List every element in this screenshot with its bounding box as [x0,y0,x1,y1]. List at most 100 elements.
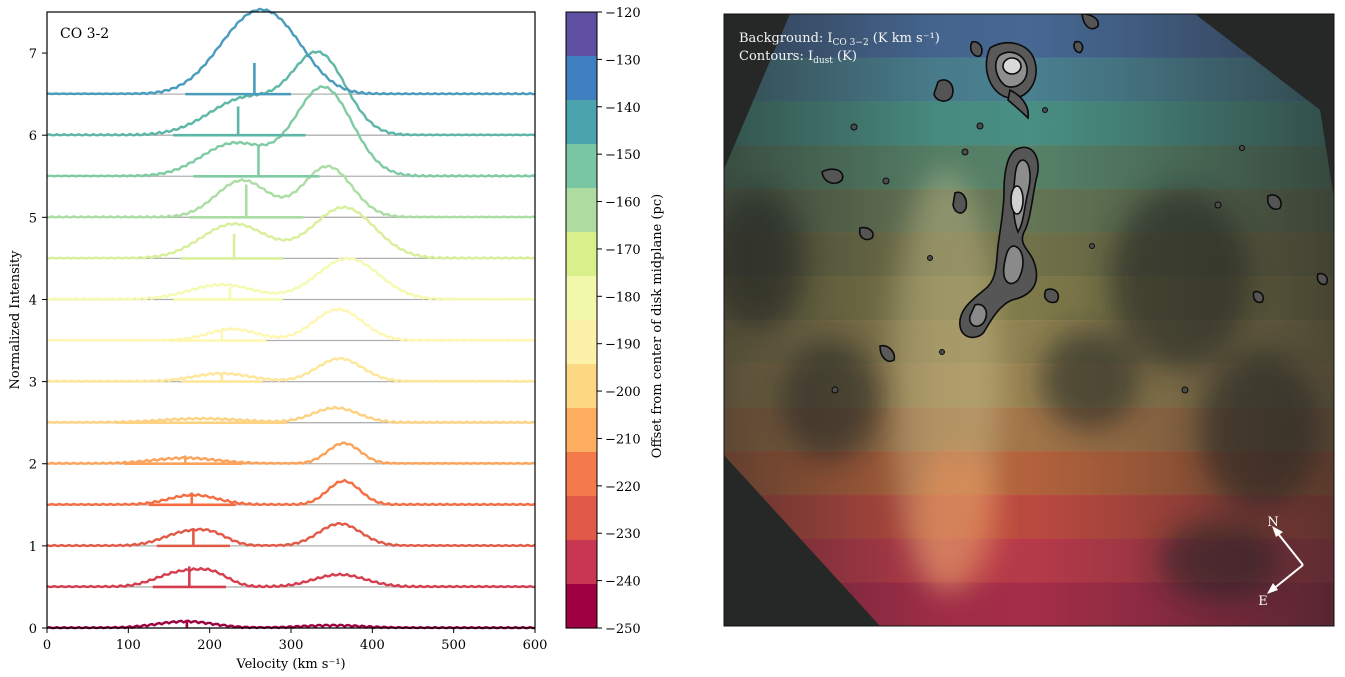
contour-clump-small-2 [933,79,954,102]
contour-north-arm [1007,88,1030,120]
spectrum-line [46,307,535,342]
colorbar-band [566,276,597,321]
colorbar-tick-label: −170 [605,243,641,258]
compass [1267,526,1304,594]
x-tick-label: 300 [279,638,304,653]
x-tick-label: 600 [523,638,548,653]
map-panel: Background: ICO 3−2 (K km s⁻¹) Contours:… [723,13,1335,627]
colorbar-bands [566,12,597,629]
spectra-y-ticks: 0 1 2 3 4 5 6 7 [29,47,47,637]
map-legend-contours: Contours: Idust (K) [739,49,857,66]
colorbar-tick-label: −120 [605,6,641,21]
spectrum-line [46,566,535,589]
map-vignette [724,14,1334,626]
colorbar-band [566,232,597,277]
colorbar-tick-label: −200 [605,385,641,400]
spectrum-series [46,205,536,260]
compass-east-arrowhead [1267,583,1278,594]
compass-east-label: E [1258,594,1268,609]
colorbar-band [566,12,597,57]
contour-specks [831,107,1245,394]
colorbar-band [566,320,597,365]
colorbar-tick-label: −140 [605,101,641,116]
colorbar-ticks: −120 −130 −140 −150 −160 −170 −180 −190 −200 −210… [597,6,641,637]
colorbar-tick-label: −250 [605,622,641,637]
contour-clump-small-7 [858,226,874,241]
spectrum-series [46,307,535,342]
x-tick-label: 400 [360,638,385,653]
spectrum-line [46,522,536,548]
contour-clump-small-3 [1073,40,1084,54]
contour-filament [959,146,1039,339]
y-tick-label: 4 [29,293,37,308]
spectra-series [46,7,536,630]
contour-clump-small-1 [969,40,983,58]
spectrum-line [46,356,536,383]
contour-clump-small-5 [952,191,968,214]
colorbar-band [566,584,597,629]
compass-north-arrowhead [1272,526,1283,537]
compass-east-arrow [1271,564,1304,591]
compass-north-arrow [1275,530,1304,566]
spectrum-series [46,566,535,589]
y-tick-label: 2 [29,458,37,473]
colorbar-tick-label: −180 [605,290,641,305]
colorbar-tick-label: −240 [605,575,641,590]
y-tick-label: 1 [29,540,37,555]
contour-clump-small-9 [1043,288,1060,304]
x-tick-label: 0 [43,638,51,653]
contour-clump-small-10 [1252,290,1265,304]
spectrum-series [46,356,536,383]
colorbar-tick-label: −150 [605,148,641,163]
colorbar-tick-label: −230 [605,527,641,542]
colorbar-band [566,100,597,145]
colorbar: −120 −130 −140 −150 −160 −170 −180 −190 −200 −210… [565,6,665,637]
y-tick-label: 7 [29,47,37,62]
spectrum-series [46,522,536,548]
y-tick-label: 5 [29,211,37,226]
x-tick-label: 500 [441,638,466,653]
spectrum-series [46,85,536,178]
colorbar-tick-label: −130 [605,53,641,68]
contour-clump-small-11 [1266,194,1282,211]
colorbar-tick-label: −190 [605,338,641,353]
spectrum-series [46,7,535,96]
colorbar-band [566,496,597,541]
colorbar-tick-label: −160 [605,196,641,211]
colorbar-band [566,144,597,189]
colorbar-frame [565,11,598,629]
spectrum-series [46,405,536,424]
spectrum-line [46,478,536,506]
contour-clump-north [985,41,1037,99]
spectra-panel: 0 100 200 300 400 500 600 0 1 2 3 4 5 6 7 CO 3-2 Velo… [8,7,548,672]
spectrum-line [46,85,536,178]
spectrum-line [46,7,535,96]
x-tick-label: 100 [116,638,141,653]
y-tick-label: 3 [29,376,37,391]
colorbar-band [566,408,597,453]
spectra-x-ticks: 0 100 200 300 400 500 600 [43,628,548,653]
contour-clump-small-6 [821,168,844,185]
y-tick-label: 0 [29,622,37,637]
colorbar-band [566,56,597,101]
colorbar-band [566,364,597,409]
colorbar-band [566,540,597,585]
spectrum-series [47,441,536,466]
spectrum-line [46,256,536,301]
colorbar-label: Offset from center of disk midplane (pc) [650,194,665,458]
colorbar-band [566,452,597,497]
dust-contours [821,14,1329,394]
colorbar-band [566,188,597,233]
spectrum-line [47,164,536,219]
spectra-y-axis-label: Normalized Intensity [8,250,23,390]
spectra-x-axis-label: Velocity (km s⁻¹) [235,657,345,672]
spectrum-series [46,478,536,507]
spectrum-line [46,50,536,137]
spectrum-line [46,205,536,260]
spectrum-series [47,164,536,219]
colorbar-tick-label: −220 [605,480,641,495]
map-legend-background: Background: ICO 3−2 (K km s⁻¹) [739,31,940,48]
contour-clump-small-4 [1081,14,1100,30]
x-tick-label: 200 [197,638,222,653]
